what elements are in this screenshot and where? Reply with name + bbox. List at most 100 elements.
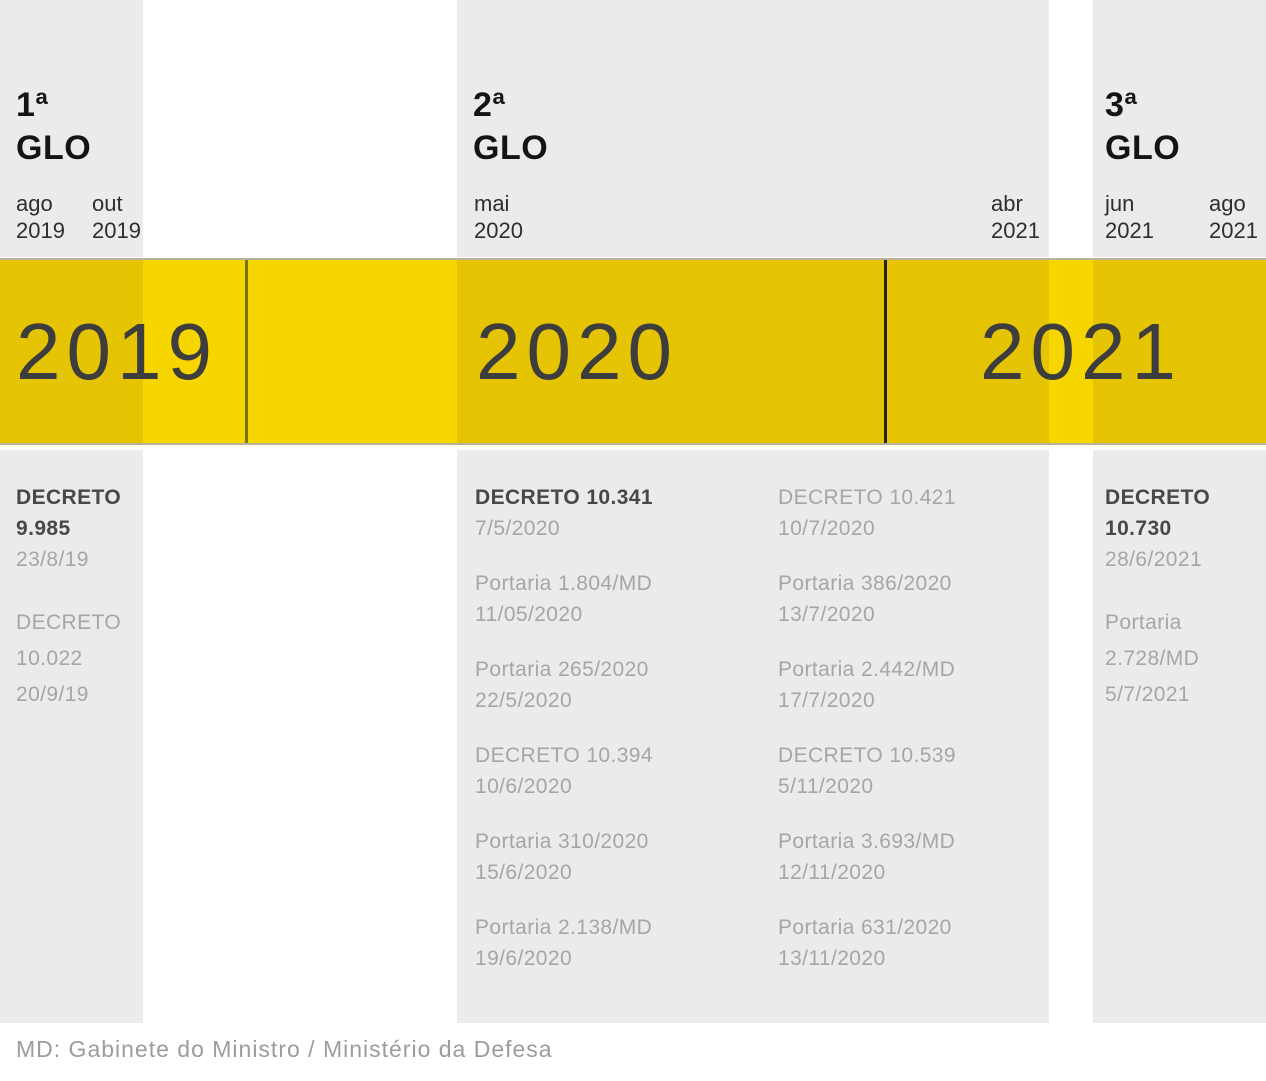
section-1-name: GLO bbox=[16, 129, 92, 167]
end-year: 2021 bbox=[1209, 218, 1258, 243]
start-year: 2021 bbox=[1105, 218, 1154, 243]
act-title: DECRETO 10.539 bbox=[778, 744, 956, 767]
legal-act-entry: Portaria 310/2020 15/6/2020 bbox=[475, 826, 765, 888]
band-segment-glo2 bbox=[457, 260, 1049, 443]
year-label-2020: 2020 bbox=[476, 306, 678, 396]
act-date: 12/11/2020 bbox=[778, 861, 886, 884]
period-start: jun 2021 bbox=[1105, 190, 1154, 244]
year-divider-2020-2021 bbox=[884, 260, 887, 443]
legal-act-entry: Portaria 631/2020 13/11/2020 bbox=[778, 912, 1033, 974]
timeline-band: 2019 2020 2021 bbox=[0, 258, 1266, 445]
legal-act-entry: DECRETO 10.394 10/6/2020 bbox=[475, 740, 765, 802]
legal-act-entry: Portaria 386/2020 13/7/2020 bbox=[778, 568, 1033, 630]
act-date: 13/7/2020 bbox=[778, 603, 876, 626]
band-segment-glo3 bbox=[1093, 260, 1266, 443]
period-end: ago 2021 bbox=[1209, 190, 1258, 244]
act-title: Portaria 2.138/MD bbox=[475, 916, 653, 939]
act-title: DECRETO 10.394 bbox=[475, 744, 653, 767]
section-2-acts-panel: DECRETO 10.341 7/5/2020 Portaria 1.804/M… bbox=[457, 450, 1049, 1023]
legal-act-entry: DECRETO 9.985 23/8/19 bbox=[16, 482, 136, 575]
year-label-2021: 2021 bbox=[980, 306, 1182, 396]
act-title: Portaria 2.442/MD bbox=[778, 658, 956, 681]
section-2-title: 2ª GLO bbox=[473, 84, 548, 170]
section-3-period: jun 2021 ago 2021 bbox=[1093, 190, 1266, 244]
act-title: Portaria 2.728/MD bbox=[1105, 611, 1200, 670]
act-title: Portaria 1.804/MD bbox=[475, 572, 653, 595]
period-start: ago 2019 bbox=[16, 190, 65, 244]
start-year: 2020 bbox=[474, 218, 523, 243]
legal-act-entry: DECRETO 10.730 28/6/2021 bbox=[1105, 482, 1257, 575]
end-year: 2021 bbox=[991, 218, 1040, 243]
year-divider-2019-2020 bbox=[245, 260, 248, 443]
start-month: jun bbox=[1105, 191, 1135, 216]
end-month: abr bbox=[991, 191, 1023, 216]
legal-act-entry: DECRETO 10.341 7/5/2020 bbox=[475, 482, 765, 544]
period-end: abr 2021 bbox=[991, 190, 1040, 244]
section-3-acts-panel: DECRETO 10.730 28/6/2021 Portaria 2.728/… bbox=[1093, 450, 1266, 1023]
section-2-ordinal: 2ª bbox=[473, 86, 506, 124]
act-date: 7/5/2020 bbox=[475, 517, 560, 540]
section-2-header-panel: 2ª GLO mai 2020 abr 2021 bbox=[457, 0, 1049, 257]
act-date: 5/7/2021 bbox=[1105, 683, 1190, 706]
end-month: out bbox=[92, 191, 123, 216]
acts-list: DECRETO 9.985 23/8/19 DECRETO 10.022 20/… bbox=[16, 482, 136, 737]
acts-list: DECRETO 10.730 28/6/2021 Portaria 2.728/… bbox=[1105, 482, 1257, 737]
act-date: 20/9/19 bbox=[16, 683, 89, 706]
legal-act-entry: DECRETO 10.539 5/11/2020 bbox=[778, 740, 1033, 802]
act-date: 19/6/2020 bbox=[475, 947, 573, 970]
legal-act-entry: Portaria 2.138/MD 19/6/2020 bbox=[475, 912, 765, 974]
act-title: Portaria 386/2020 bbox=[778, 572, 952, 595]
section-3-header-panel: 3ª GLO jun 2021 ago 2021 bbox=[1093, 0, 1266, 257]
period-end: out 2019 bbox=[92, 190, 141, 244]
end-year: 2019 bbox=[92, 218, 141, 243]
legal-act-entry: Portaria 3.693/MD 12/11/2020 bbox=[778, 826, 1033, 888]
legal-act-entry: Portaria 265/2020 22/5/2020 bbox=[475, 654, 765, 716]
period-start: mai 2020 bbox=[474, 190, 523, 244]
band-segment-gap-1 bbox=[143, 260, 457, 443]
act-title: Portaria 631/2020 bbox=[778, 916, 952, 939]
act-title: DECRETO 10.730 bbox=[1105, 486, 1211, 540]
legal-act-entry: DECRETO 10.022 20/9/19 bbox=[16, 605, 136, 713]
act-title: Portaria 3.693/MD bbox=[778, 830, 956, 853]
legal-act-entry: Portaria 2.442/MD 17/7/2020 bbox=[778, 654, 1033, 716]
band-segment-gap-2 bbox=[1049, 260, 1093, 443]
act-date: 28/6/2021 bbox=[1105, 548, 1203, 571]
acts-list-left: DECRETO 10.341 7/5/2020 Portaria 1.804/M… bbox=[475, 482, 765, 998]
act-date: 13/11/2020 bbox=[778, 947, 886, 970]
start-year: 2019 bbox=[16, 218, 65, 243]
section-3-name: GLO bbox=[1105, 129, 1181, 167]
act-date: 10/6/2020 bbox=[475, 775, 573, 798]
legal-act-entry: DECRETO 10.421 10/7/2020 bbox=[778, 482, 1033, 544]
act-title: DECRETO 10.341 bbox=[475, 486, 653, 509]
acts-list-right: DECRETO 10.421 10/7/2020 Portaria 386/20… bbox=[778, 482, 1033, 998]
section-1-acts-panel: DECRETO 9.985 23/8/19 DECRETO 10.022 20/… bbox=[0, 450, 143, 1023]
act-date: 15/6/2020 bbox=[475, 861, 573, 884]
act-title: DECRETO 10.421 bbox=[778, 486, 956, 509]
year-label-2019: 2019 bbox=[16, 306, 218, 396]
band-segment-2019-glo1 bbox=[0, 260, 143, 443]
section-1-ordinal: 1ª bbox=[16, 86, 49, 124]
act-title: DECRETO 9.985 bbox=[16, 486, 122, 540]
act-title: Portaria 310/2020 bbox=[475, 830, 649, 853]
section-1-period: ago 2019 out 2019 bbox=[0, 190, 143, 244]
act-date: 10/7/2020 bbox=[778, 517, 876, 540]
legal-act-entry: Portaria 2.728/MD 5/7/2021 bbox=[1105, 605, 1257, 713]
footer-abbreviation-note: MD: Gabinete do Ministro / Ministério da… bbox=[16, 1036, 553, 1062]
section-1-header-panel: 1ª GLO ago 2019 out 2019 bbox=[0, 0, 143, 257]
section-2-name: GLO bbox=[473, 129, 549, 167]
section-1-title: 1ª GLO bbox=[16, 84, 91, 170]
act-date: 23/8/19 bbox=[16, 548, 89, 571]
act-date: 22/5/2020 bbox=[475, 689, 573, 712]
section-3-ordinal: 3ª bbox=[1105, 86, 1138, 124]
section-3-title: 3ª GLO bbox=[1105, 84, 1180, 170]
act-title: Portaria 265/2020 bbox=[475, 658, 649, 681]
act-date: 17/7/2020 bbox=[778, 689, 876, 712]
legal-act-entry: Portaria 1.804/MD 11/05/2020 bbox=[475, 568, 765, 630]
act-title: DECRETO 10.022 bbox=[16, 611, 122, 670]
section-2-period: mai 2020 abr 2021 bbox=[457, 190, 1049, 244]
start-month: ago bbox=[16, 191, 53, 216]
act-date: 5/11/2020 bbox=[778, 775, 874, 798]
end-month: ago bbox=[1209, 191, 1246, 216]
start-month: mai bbox=[474, 191, 510, 216]
